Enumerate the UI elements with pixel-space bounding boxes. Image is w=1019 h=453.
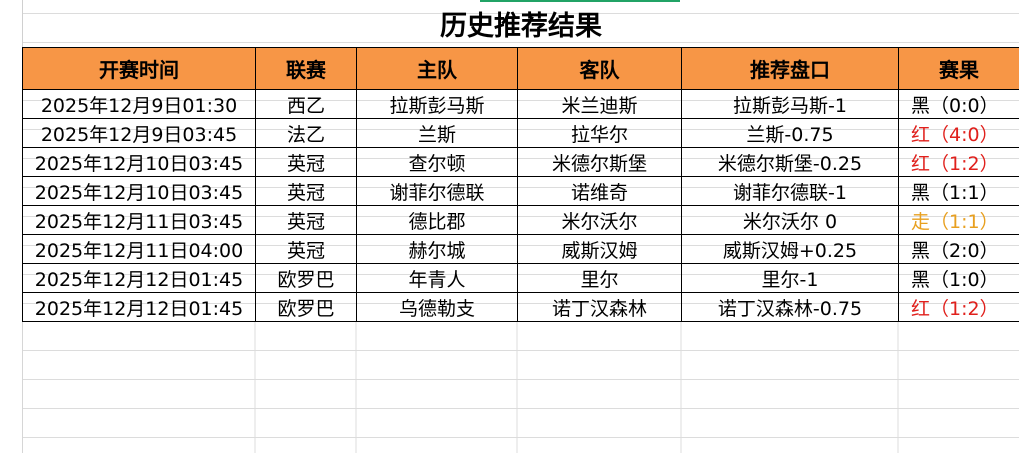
table-cell: 拉斯彭马斯-1 <box>681 89 899 119</box>
table-cell: 乌德勒支 <box>356 292 518 322</box>
table-cell: 米德尔斯堡-0.25 <box>681 147 899 177</box>
header-cell: 主队 <box>356 47 518 90</box>
result-cell: 红（1:2） <box>898 292 1019 322</box>
table-cell: 诺维奇 <box>517 176 682 206</box>
table-cell: 谢菲尔德联-1 <box>681 176 899 206</box>
table-cell: 拉华尔 <box>517 118 682 148</box>
table-cell: 威斯汉姆+0.25 <box>681 234 899 264</box>
table-cell: 赫尔城 <box>356 234 518 264</box>
table-cell: 2025年12月9日03:45 <box>22 118 256 148</box>
table-cell: 兰斯-0.75 <box>681 118 899 148</box>
table-cell: 英冠 <box>255 205 357 235</box>
table-row: 2025年12月12日01:45 欧罗巴 年青人 里尔 里尔-1 黑（1:0） <box>22 263 1019 293</box>
table-cell: 里尔-1 <box>681 263 899 293</box>
table-cell: 拉斯彭马斯 <box>356 89 518 119</box>
result-cell: 黑（1:0） <box>898 263 1019 293</box>
table-row: 2025年12月10日03:45 英冠 谢菲尔德联 诺维奇 谢菲尔德联-1 黑（1:1） <box>22 176 1019 206</box>
result-cell: 走（1:1） <box>898 205 1019 235</box>
result-cell: 黑（1:1） <box>898 176 1019 206</box>
table-row: 2025年12月11日03:45 英冠 德比郡 米尔沃尔 米尔沃尔 0 走（1:1） <box>22 205 1019 235</box>
header-cell: 开赛时间 <box>22 47 256 90</box>
table-cell: 德比郡 <box>356 205 518 235</box>
header-cell: 推荐盘口 <box>681 47 899 90</box>
table-cell: 米兰迪斯 <box>517 89 682 119</box>
table-cell: 英冠 <box>255 234 357 264</box>
result-cell: 红（4:0） <box>898 118 1019 148</box>
grid <box>22 322 899 453</box>
table-cell: 2025年12月11日04:00 <box>22 234 256 264</box>
table-cell: 诺丁汉森林 <box>517 292 682 322</box>
table-cell: 2025年12月12日01:45 <box>22 263 256 293</box>
table-cell: 西乙 <box>255 89 357 119</box>
table-cell: 英冠 <box>255 176 357 206</box>
table-cell: 欧罗巴 <box>255 263 357 293</box>
table-cell: 米尔沃尔 <box>517 205 682 235</box>
table-cell: 2025年12月10日03:45 <box>22 147 256 177</box>
table-cell: 法乙 <box>255 118 357 148</box>
row-gutter <box>0 0 23 453</box>
result-cell: 红（1:2） <box>898 147 1019 177</box>
table-cell: 兰斯 <box>356 118 518 148</box>
table-row: 2025年12月10日03:45 英冠 查尔顿 米德尔斯堡 米德尔斯堡-0.25 红（1:… <box>22 147 1019 177</box>
table-cell: 2025年12月9日01:30 <box>22 89 256 119</box>
header-cell: 赛果 <box>898 47 1019 90</box>
header-cell: 客队 <box>517 47 682 90</box>
table-cell: 查尔顿 <box>356 147 518 177</box>
table-cell: 英冠 <box>255 147 357 177</box>
table-cell: 里尔 <box>517 263 682 293</box>
table-cell: 威斯汉姆 <box>517 234 682 264</box>
table-row: 2025年12月12日01:45 欧罗巴 乌德勒支 诺丁汉森林 诺丁汉森林-0.75 红（… <box>22 292 1019 322</box>
table-row: 2025年12月9日01:30 西乙 拉斯彭马斯 米兰迪斯 拉斯彭马斯-1 黑（0:0） <box>22 89 1019 119</box>
table-cell: 谢菲尔德联 <box>356 176 518 206</box>
table-cell: 年青人 <box>356 263 518 293</box>
table-cell: 米德尔斯堡 <box>517 147 682 177</box>
result-cell: 黑（0:0） <box>898 89 1019 119</box>
table-cell: 2025年12月11日03:45 <box>22 205 256 235</box>
results-table: 历史推荐结果 开赛时间 联赛 主队 客队 推荐盘口 赛果 2025年12月9日01:30 西… <box>22 0 1019 322</box>
table-cell: 2025年12月10日03:45 <box>22 176 256 206</box>
table-cell: 欧罗巴 <box>255 292 357 322</box>
table-cell: 诺丁汉森林-0.75 <box>681 292 899 322</box>
table-row: 2025年12月11日04:00 英冠 赫尔城 威斯汉姆 威斯汉姆+0.25 黑（2:0） <box>22 234 1019 264</box>
header-cell: 联赛 <box>255 47 357 90</box>
sheet-title: 历史推荐结果 <box>22 0 1019 48</box>
table-cell: 2025年12月12日01:45 <box>22 292 256 322</box>
result-cell: 黑（2:0） <box>898 234 1019 264</box>
table-row: 2025年12月9日03:45 法乙 兰斯 拉华尔 兰斯-0.75 红（4:0） <box>22 118 1019 148</box>
table-cell: 米尔沃尔 0 <box>681 205 899 235</box>
